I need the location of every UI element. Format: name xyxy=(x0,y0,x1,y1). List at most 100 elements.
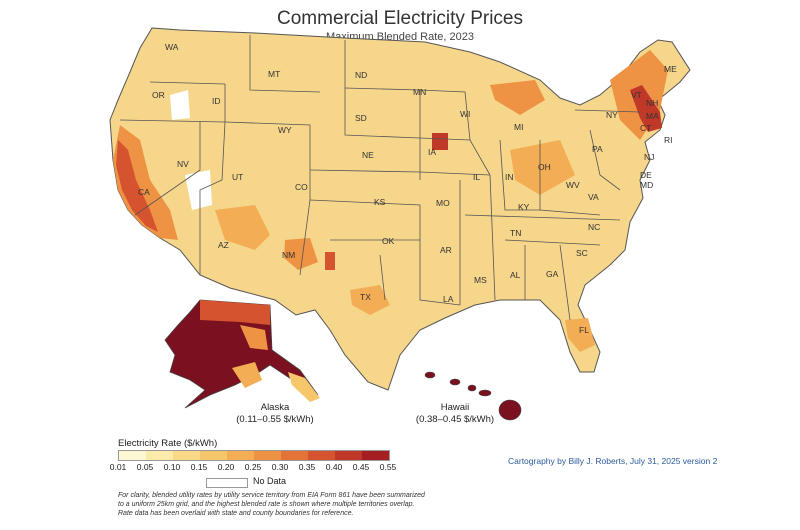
footnote-line-2: to a uniform 25km grid, and the highest … xyxy=(118,501,415,508)
southwest-orange xyxy=(215,205,270,250)
iowa-red xyxy=(432,133,448,150)
legend-tick-label: 0.30 xyxy=(271,462,289,472)
label-la: LA xyxy=(443,294,454,304)
legend-tick-label: 0.10 xyxy=(163,462,181,472)
label-pa: PA xyxy=(592,144,603,154)
label-ut: UT xyxy=(232,172,243,182)
hawaii-islands xyxy=(424,371,522,421)
footnote-line-3: Rate data has been overlaid with state a… xyxy=(118,510,354,517)
label-tn: TN xyxy=(510,228,521,238)
label-mi: MI xyxy=(514,122,523,132)
nm-orange xyxy=(284,238,318,270)
label-sc: SC xyxy=(576,248,588,258)
label-ks: KS xyxy=(374,197,386,207)
label-ca: CA xyxy=(138,187,150,197)
new-england-red xyxy=(630,85,662,132)
label-sd: SD xyxy=(355,113,367,123)
label-tx: TX xyxy=(360,292,371,302)
label-il: IL xyxy=(473,172,480,182)
label-ma: MA xyxy=(646,111,659,121)
nm-red xyxy=(325,252,335,270)
label-ar: AR xyxy=(440,245,452,255)
legend-swatch-4 xyxy=(227,451,254,460)
alaska-south-yellow xyxy=(232,362,262,388)
alaska-inner-orange xyxy=(240,325,268,350)
alaska-name: Alaska xyxy=(260,402,290,413)
label-ms: MS xyxy=(474,275,487,285)
legend-tick-label: 0.55 xyxy=(379,462,397,472)
no-data-swatch xyxy=(206,478,248,488)
hawaii-label: Hawaii (0.38–0.45 $/kWh) xyxy=(400,402,510,426)
label-wy: WY xyxy=(278,125,292,135)
label-wa: WA xyxy=(165,42,179,52)
no-data-label: No Data xyxy=(253,476,287,486)
label-nm: NM xyxy=(282,250,295,260)
label-oh: OH xyxy=(538,162,551,172)
alaska-north-orange xyxy=(200,300,270,325)
label-mn: MN xyxy=(413,87,426,97)
california-coast-high xyxy=(113,125,178,240)
map-title: Commercial Electricity Prices xyxy=(277,8,523,29)
ohio-valley-patch xyxy=(510,140,575,195)
texas-patch xyxy=(350,285,390,315)
florida-patch xyxy=(565,318,595,352)
legend-tick-label: 0.40 xyxy=(325,462,343,472)
state-labels: WA OR ID MT ND MN WY SD NE IA WI MI NV U… xyxy=(138,42,677,335)
label-nv: NV xyxy=(177,159,189,169)
cartography-credit: Cartography by Billy J. Roberts, July 31… xyxy=(508,456,718,466)
label-ga: GA xyxy=(546,269,559,279)
footnote-line-1: For clarity, blended utility rates by ut… xyxy=(118,492,425,499)
legend-swatch-2 xyxy=(173,451,200,460)
conus-land xyxy=(109,27,691,391)
legend-swatch-3 xyxy=(200,451,227,460)
label-vt: VT xyxy=(631,90,642,100)
label-nh: NH xyxy=(646,98,658,108)
label-ct: CT xyxy=(640,123,651,133)
label-ia: IA xyxy=(428,147,436,157)
label-or: OR xyxy=(152,90,165,100)
legend-tick-label: 0.15 xyxy=(190,462,208,472)
label-ne: NE xyxy=(362,150,374,160)
alaska-panhandle xyxy=(288,372,320,402)
state-boundaries xyxy=(119,35,641,321)
label-co: CO xyxy=(295,182,308,192)
hawaii-range: (0.38–0.45 $/kWh) xyxy=(415,414,495,425)
legend-swatch-8 xyxy=(335,451,362,460)
idaho-nodata xyxy=(170,90,190,120)
california-red xyxy=(116,140,158,232)
label-me: ME xyxy=(664,64,677,74)
label-mo: MO xyxy=(436,198,450,208)
legend-swatch-1 xyxy=(146,451,173,460)
label-ri: RI xyxy=(664,135,673,145)
footnote: For clarity, blended utility rates by ut… xyxy=(118,491,438,518)
label-ky: KY xyxy=(518,202,530,212)
label-va: VA xyxy=(588,192,599,202)
label-az: AZ xyxy=(218,240,229,250)
label-de: DE xyxy=(640,170,652,180)
legend-swatch-5 xyxy=(254,451,281,460)
legend-ticks: 0.01 0.05 0.10 0.15 0.20 0.25 0.30 0.35 0.40 0.45… xyxy=(110,462,397,474)
nevada-nodata xyxy=(185,170,212,210)
legend-tick-label: 0.05 xyxy=(136,462,154,472)
legend-tick-label: 0.01 xyxy=(109,462,127,472)
legend-swatch-7 xyxy=(308,451,335,460)
legend-tick-label: 0.25 xyxy=(244,462,262,472)
alaska-label: Alaska (0.11–0.55 $/kWh) xyxy=(220,402,330,426)
alaska-range: (0.11–0.55 $/kWh) xyxy=(236,414,314,425)
michigan-orange xyxy=(490,80,545,115)
label-md: MD xyxy=(640,180,653,190)
legend-tick-label: 0.35 xyxy=(298,462,316,472)
legend-swatch-9 xyxy=(362,451,389,460)
label-nj: NJ xyxy=(644,152,654,162)
label-id: ID xyxy=(212,96,221,106)
legend-tick-label: 0.45 xyxy=(352,462,370,472)
label-nc: NC xyxy=(588,222,600,232)
label-mt: MT xyxy=(268,69,280,79)
hawaii-name: Hawaii xyxy=(440,402,470,413)
label-fl: FL xyxy=(579,325,589,335)
alaska-land xyxy=(164,299,319,409)
label-ny: NY xyxy=(606,110,618,120)
label-wv: WV xyxy=(566,180,580,190)
legend-swatch-0 xyxy=(119,451,146,460)
